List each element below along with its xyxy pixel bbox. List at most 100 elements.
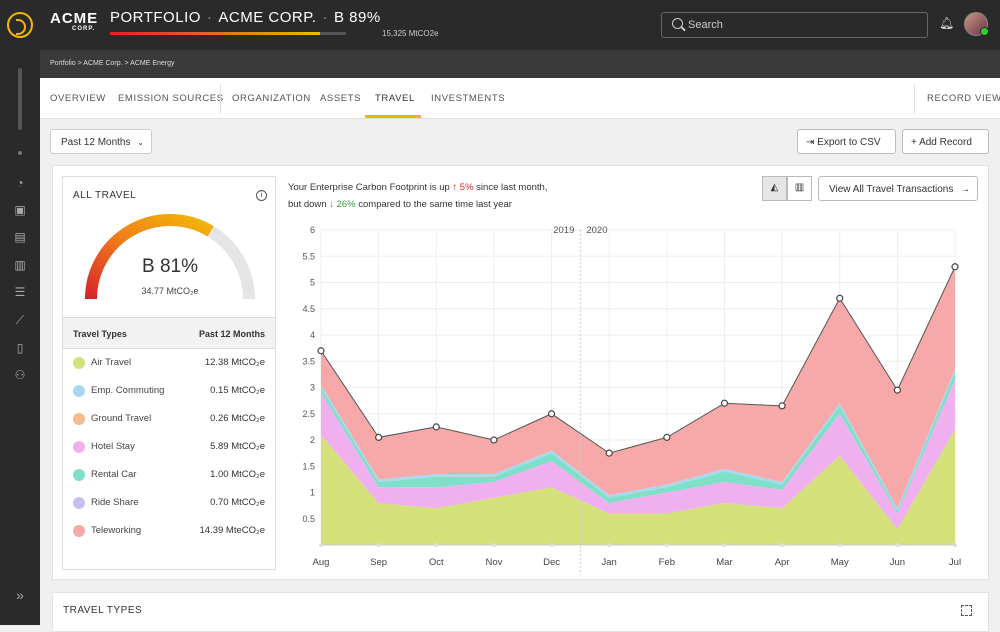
travel-type-row[interactable]: Hotel Stay 5.89 MtCO₂e — [63, 433, 275, 461]
sidebar-scrollbar[interactable] — [18, 68, 22, 130]
travel-types-title: TRAVEL TYPES — [63, 605, 143, 616]
all-travel-panel: ALL TRAVEL i B 81% 34.77 MtCO₂e Travel T… — [62, 176, 276, 570]
travel-type-value: 14.39 MteCO₂e — [199, 525, 265, 536]
data-point — [317, 347, 325, 355]
year-label: 2019 — [553, 225, 574, 236]
year-label: 2020 — [586, 225, 607, 236]
travel-type-row[interactable]: Rental Car 1.00 MtCO₂e — [63, 461, 275, 489]
breadcrumb[interactable]: Portfolio > ACME Corp. > ACME Energy — [40, 50, 1000, 78]
x-tick-label: Feb — [659, 557, 675, 568]
tab-emission-sources[interactable]: EMISSION SOURCES — [118, 93, 224, 104]
area-chart-toggle[interactable]: ◭ — [762, 176, 787, 201]
bell-icon[interactable]: 🔔︎ — [939, 16, 955, 30]
chevrons-right-icon[interactable]: » — [16, 587, 24, 603]
add-record-button[interactable]: + Add Record — [902, 129, 989, 154]
travel-type-value: 0.26 MtCO₂e — [210, 413, 265, 424]
list-check-icon[interactable]: ☰ — [14, 285, 26, 299]
area-chart-icon: ◭ — [770, 182, 779, 193]
area-series — [321, 379, 955, 530]
search-input[interactable]: Search — [661, 12, 928, 38]
trend-icon[interactable]: ⟋ — [15, 313, 25, 327]
tab-assets[interactable]: ASSETS — [320, 93, 362, 104]
info-icon[interactable]: i — [256, 190, 267, 201]
user-settings-icon[interactable]: ⚇ — [14, 368, 26, 382]
axis-tick — [434, 543, 439, 547]
portfolio-progress-value: 15,325 MtCO2e — [382, 29, 439, 38]
travel-type-value: 1.00 MtCO₂e — [210, 469, 265, 480]
travel-type-row[interactable]: Emp. Commuting 0.15 MtCO₂e — [63, 377, 275, 405]
travel-type-name: Emp. Commuting — [91, 385, 165, 396]
area-series — [321, 369, 955, 511]
avatar[interactable] — [964, 12, 989, 36]
axis-tick — [607, 543, 612, 547]
data-point — [893, 386, 901, 394]
x-tick-label: Aug — [313, 557, 330, 568]
tab-divider — [220, 84, 221, 114]
active-tab-indicator — [365, 115, 421, 118]
travel-type-name: Teleworking — [91, 525, 142, 536]
expand-icon[interactable] — [961, 605, 972, 616]
x-tick-label: Jul — [949, 557, 961, 568]
y-tick-label: 3 — [310, 383, 315, 393]
y-tick-label: 0.5 — [302, 514, 315, 524]
briefcase-icon[interactable]: ▣ — [14, 203, 26, 217]
travel-types-section: TRAVEL TYPES — [52, 592, 989, 632]
y-tick-label: 5 — [310, 278, 315, 288]
travel-type-row[interactable]: Teleworking 14.39 MteCO₂e — [63, 517, 275, 545]
col-travel-types: Travel Types — [73, 329, 127, 339]
x-tick-label: Dec — [543, 557, 560, 568]
grade-total: 34.77 MtCO₂e — [141, 286, 199, 296]
all-travel-title: ALL TRAVEL — [73, 190, 137, 201]
legend-swatch — [73, 413, 85, 425]
x-tick-label: Mar — [716, 557, 732, 568]
record-view-button[interactable]: RECORD VIEW — [927, 93, 1000, 104]
chevron-down-icon: ⌄ — [137, 138, 144, 147]
plus-icon: + — [911, 137, 917, 148]
axis-tick — [549, 543, 554, 547]
axis-tick — [491, 543, 496, 547]
x-tick-label: Jan — [602, 557, 617, 568]
export-csv-button[interactable]: ⇥ Export to CSV — [797, 129, 896, 154]
down-arrow-icon: ↓ — [329, 199, 334, 210]
view-all-transactions-button[interactable]: View All Travel Transactions → — [818, 176, 978, 201]
axis-tick — [837, 543, 842, 547]
tab-overview[interactable]: OVERVIEW — [50, 93, 106, 104]
top-bar: ACME CORP. PORTFOLIO · ACME CORP. · B 89% 15,… — [40, 0, 1000, 50]
tab-organization[interactable]: ORGANIZATION — [232, 93, 311, 104]
x-tick-label: Oct — [429, 557, 444, 568]
travel-type-row[interactable]: Ride Share 0.70 MtCO₂e — [63, 489, 275, 517]
y-tick-label: 2.5 — [302, 409, 315, 419]
tab-travel[interactable]: TRAVEL — [375, 93, 415, 104]
axis-tick — [895, 543, 900, 547]
y-tick-label: 4.5 — [302, 304, 315, 314]
area-series — [321, 266, 955, 509]
dashboard-icon[interactable]: ◔ — [16, 176, 24, 190]
clipboard-icon[interactable]: ▤ — [14, 230, 26, 244]
portfolio-progress-bar — [110, 32, 346, 35]
bar-chart-toggle[interactable]: ▥ — [787, 176, 812, 201]
data-point — [605, 449, 613, 457]
legend-swatch — [73, 441, 85, 453]
travel-types-header: Travel Types Past 12 Months — [63, 317, 275, 349]
brand-logo[interactable]: ACME CORP. — [50, 10, 99, 32]
axis-tick — [664, 543, 669, 547]
travel-type-name: Ground Travel — [91, 413, 152, 424]
tab-investments[interactable]: INVESTMENTS — [431, 93, 506, 104]
data-point — [490, 436, 498, 444]
export-icon: ⇥ — [806, 137, 815, 148]
travel-type-value: 0.15 MtCO₂e — [210, 385, 265, 396]
bar-chart-icon[interactable]: ▥ — [14, 258, 26, 272]
period-dropdown[interactable]: Past 12 Months ⌄ — [50, 129, 152, 154]
bar-chart-icon: ▥ — [794, 182, 805, 193]
travel-type-row[interactable]: Ground Travel 0.26 MtCO₂e — [63, 405, 275, 433]
app-logo-icon[interactable] — [7, 12, 33, 38]
data-point — [951, 263, 959, 271]
search-icon — [672, 18, 683, 29]
axis-tick — [722, 543, 727, 547]
document-icon[interactable]: ▯ — [16, 341, 24, 355]
total-line — [320, 266, 956, 454]
travel-type-name: Ride Share — [91, 497, 139, 508]
travel-type-row[interactable]: Air Travel 12.38 MtCO₂e — [63, 349, 275, 377]
x-tick-label: May — [831, 557, 849, 568]
portfolio-progress-fill — [110, 32, 321, 35]
